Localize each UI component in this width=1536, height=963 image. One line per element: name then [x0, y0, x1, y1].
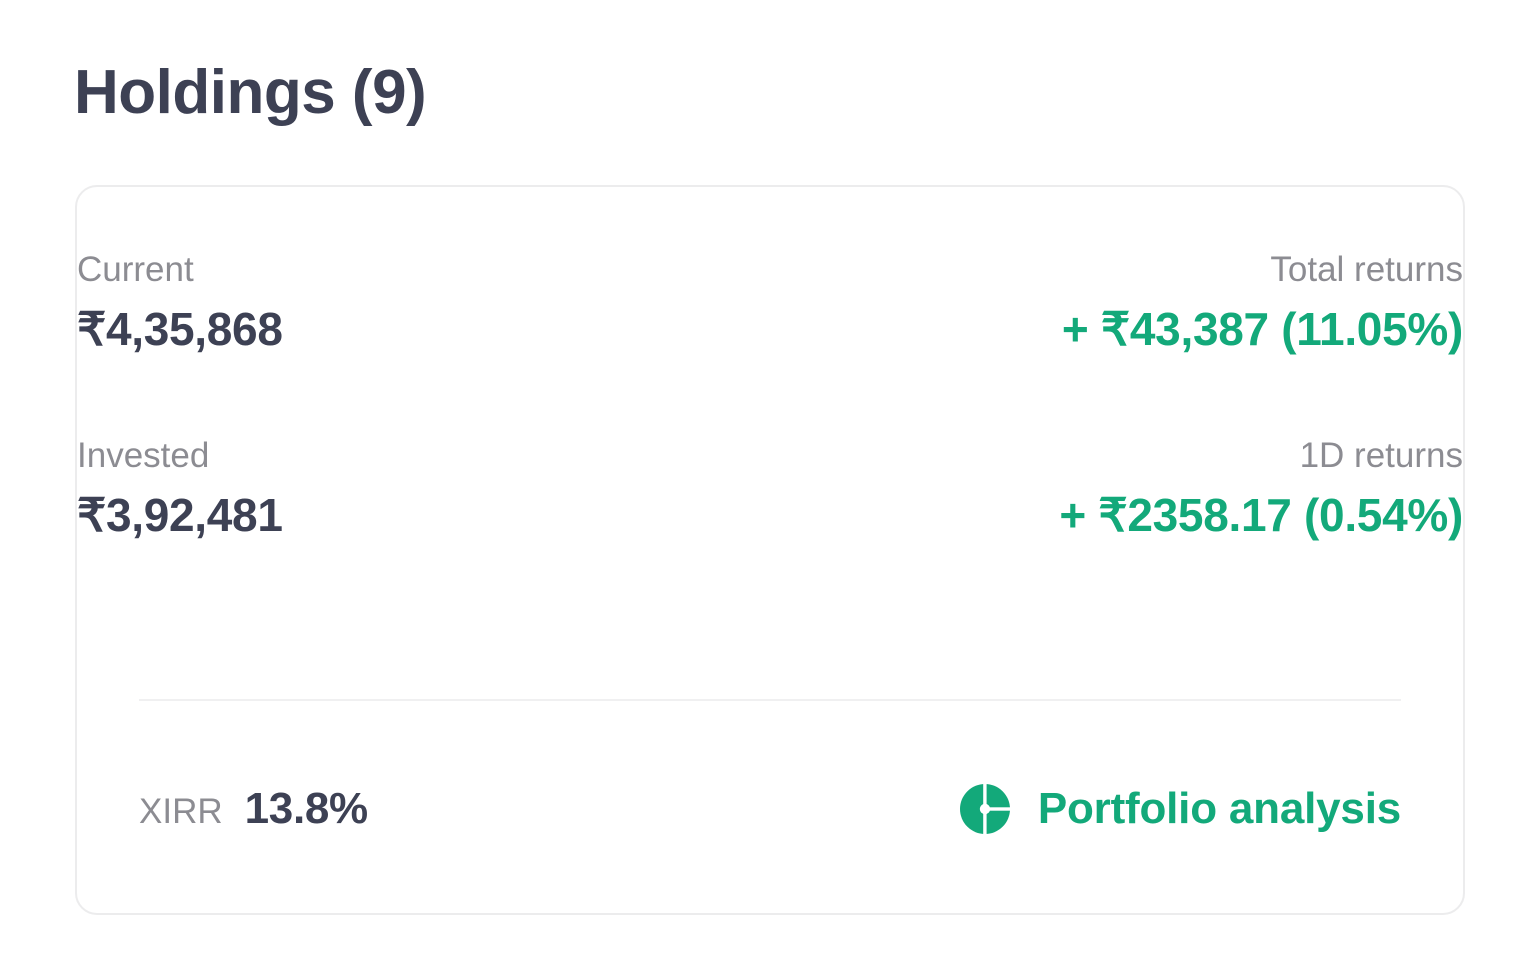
stat-total-returns-value: + ₹43,387 (11.05%) — [1061, 303, 1463, 356]
xirr-label: XIRR — [139, 792, 223, 831]
stat-current-value: ₹4,35,868 — [77, 303, 283, 356]
card-footer-row: XIRR 13.8% Portfolio analysis — [139, 782, 1401, 836]
portfolio-summary-card: Current ₹4,35,868 Total returns + ₹43,38… — [75, 185, 1465, 915]
stats-row-secondary: Invested ₹3,92,481 1D returns + ₹2358.17… — [77, 435, 1463, 541]
portfolio-analysis-button[interactable]: Portfolio analysis — [958, 782, 1401, 836]
card-divider — [139, 699, 1401, 701]
stat-current-label: Current — [77, 250, 194, 289]
stats-grid: Current ₹4,35,868 Total returns + ₹43,38… — [77, 249, 1463, 541]
stat-1d-returns-value: + ₹2358.17 (0.54%) — [1059, 489, 1463, 542]
stat-invested-value: ₹3,92,481 — [77, 489, 283, 542]
page-title: Holdings (9) — [74, 58, 427, 127]
stat-invested: Invested ₹3,92,481 — [77, 435, 283, 541]
xirr-value: 13.8% — [244, 784, 369, 833]
stats-row-primary: Current ₹4,35,868 Total returns + ₹43,38… — [77, 249, 1463, 355]
stat-total-returns-label: Total returns — [1270, 250, 1463, 289]
xirr-group: XIRR 13.8% — [139, 784, 368, 834]
stat-1d-returns-label: 1D returns — [1299, 435, 1463, 475]
stat-total-returns: Total returns + ₹43,387 (11.05%) — [1062, 249, 1463, 355]
portfolio-analysis-label: Portfolio analysis — [1037, 784, 1401, 833]
stat-invested-label: Invested — [77, 435, 210, 475]
pie-chart-icon — [959, 783, 1011, 835]
stat-current: Current ₹4,35,868 — [77, 249, 283, 355]
stat-1d-returns: 1D returns + ₹2358.17 (0.54%) — [1059, 435, 1463, 541]
